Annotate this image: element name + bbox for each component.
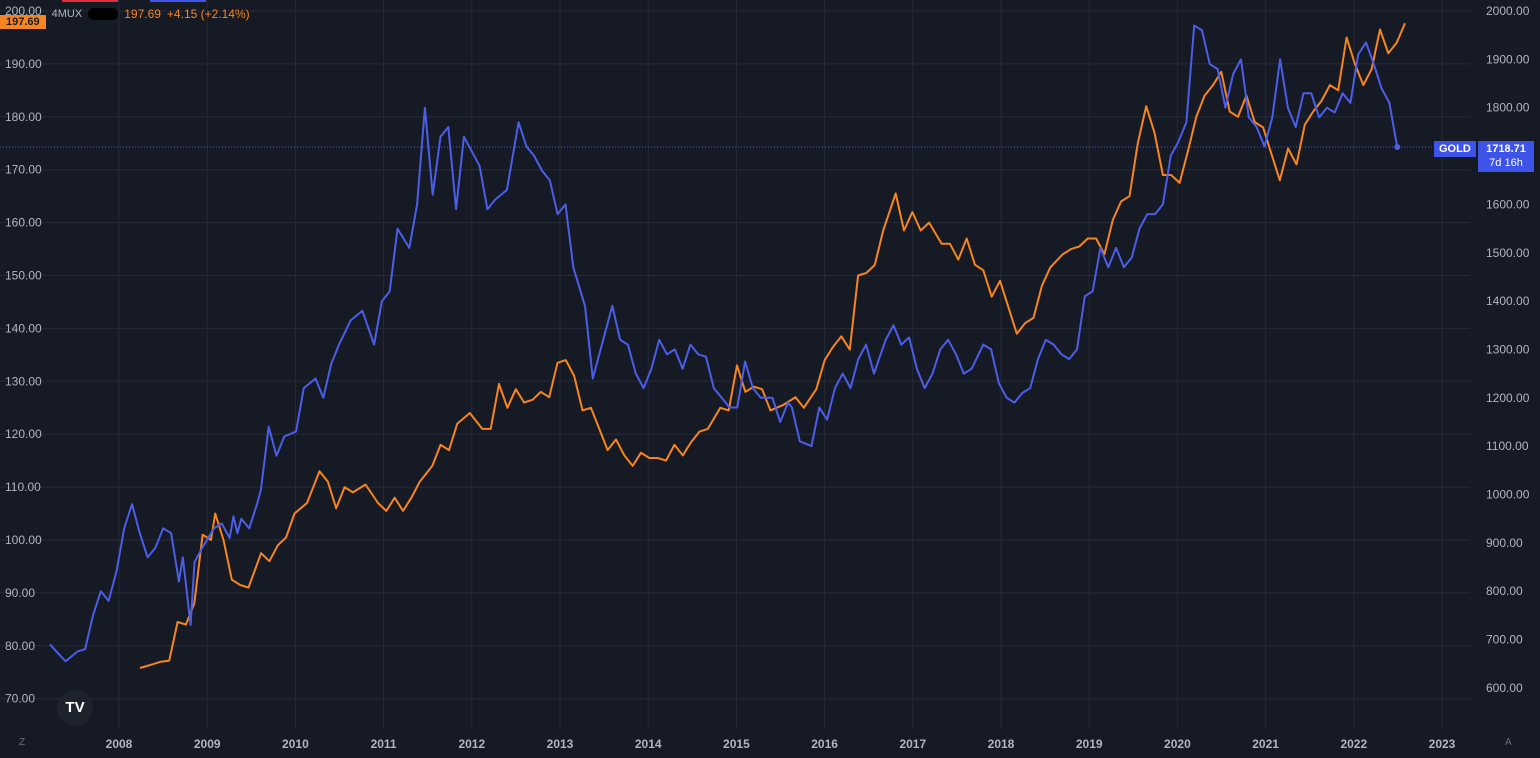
gold-last-point xyxy=(1394,144,1401,151)
series-line-gold xyxy=(49,24,1399,663)
legend-value: 197.69 xyxy=(124,7,161,21)
left-tick-label: 80.00 xyxy=(5,639,35,653)
series-line-4mux xyxy=(139,22,1406,669)
left-tick-label: 160.00 xyxy=(5,216,42,230)
right-tick-label: 1500.00 xyxy=(1486,246,1530,260)
right-tick-label: 800.00 xyxy=(1486,584,1523,598)
left-tick-label: 170.00 xyxy=(5,163,42,177)
time-tick-label: 2013 xyxy=(547,737,574,751)
series-color-strip-blue xyxy=(150,0,206,2)
time-tick-label: 2020 xyxy=(1164,737,1191,751)
time-axis: 2008 2009 2010 2011 2012 2013 2014 2015 2016 2017… xyxy=(106,737,1456,751)
left-tick-label: 140.00 xyxy=(5,321,42,335)
time-tick-label: 2012 xyxy=(458,737,485,751)
legend-price-badge: 197.69 xyxy=(0,15,46,29)
time-tick-label: 2017 xyxy=(899,737,926,751)
legend-symbol[interactable]: 4MUX xyxy=(51,8,83,20)
left-tick-label: 90.00 xyxy=(5,586,35,600)
time-tick-label: 2008 xyxy=(106,737,133,751)
time-tick-label: 2023 xyxy=(1429,737,1456,751)
left-tick-label: 130.00 xyxy=(5,374,42,388)
right-tick-label: 1600.00 xyxy=(1486,197,1530,211)
time-tick-label: 2016 xyxy=(811,737,838,751)
gold-countdown: 7d 16h xyxy=(1489,157,1523,169)
legend-change: +4.15 (+2.14%) xyxy=(166,7,250,21)
time-tick-label: 2009 xyxy=(194,737,221,751)
left-axis: 70.00 80.00 90.00 100.00 110.00 120.00 130.00 1… xyxy=(5,4,42,706)
right-tick-label: 2000.00 xyxy=(1486,4,1530,18)
redacted-blot xyxy=(88,8,119,20)
gold-series-label[interactable]: GOLD xyxy=(1434,141,1476,157)
right-tick-label: 1800.00 xyxy=(1486,101,1530,115)
left-tick-label: 110.00 xyxy=(5,480,41,494)
right-tick-label: 1400.00 xyxy=(1486,294,1530,308)
time-tick-label: 2022 xyxy=(1340,737,1367,751)
left-tick-label: 200.00 xyxy=(5,4,42,18)
right-tick-label: 600.00 xyxy=(1486,681,1523,695)
right-tick-label: 900.00 xyxy=(1486,536,1523,550)
time-tick-label: 2019 xyxy=(1076,737,1103,751)
right-tick-label: 1900.00 xyxy=(1486,52,1530,66)
right-tick-label: 1300.00 xyxy=(1486,342,1530,356)
gold-last-price: 1718.71 xyxy=(1486,143,1526,155)
auto-scale-icon[interactable]: A xyxy=(1505,737,1512,748)
right-tick-label: 1000.00 xyxy=(1486,488,1530,502)
series-lines xyxy=(49,22,1406,669)
series-legend[interactable]: 197.69 4MUX 197.69 +4.15 (+2.14%) xyxy=(0,7,250,29)
time-tick-label: 2018 xyxy=(988,737,1015,751)
time-tick-label: 2014 xyxy=(635,737,662,751)
left-tick-label: 120.00 xyxy=(5,427,42,441)
timezone-icon[interactable]: Z xyxy=(19,737,26,748)
time-tick-label: 2011 xyxy=(371,737,397,751)
left-tick-label: 190.00 xyxy=(5,57,42,71)
time-tick-label: 2015 xyxy=(723,737,750,751)
tradingview-logo[interactable]: TV xyxy=(57,690,93,726)
grid-lines xyxy=(0,0,1470,728)
left-tick-label: 70.00 xyxy=(5,692,35,706)
time-tick-label: 2021 xyxy=(1252,737,1279,751)
left-tick-label: 180.00 xyxy=(5,110,42,124)
left-tick-label: 100.00 xyxy=(5,533,42,547)
gold-price-label: 1718.71 7d 16h xyxy=(1478,141,1534,172)
series-color-strip-red xyxy=(62,0,118,2)
right-tick-label: 1100.00 xyxy=(1486,439,1529,453)
time-tick-label: 2010 xyxy=(282,737,309,751)
right-axis: 600.00 700.00 800.00 900.00 1000.00 1100.00 12… xyxy=(1486,4,1530,695)
left-tick-label: 150.00 xyxy=(5,269,42,283)
right-tick-label: 1200.00 xyxy=(1486,391,1530,405)
right-tick-label: 700.00 xyxy=(1486,633,1523,647)
